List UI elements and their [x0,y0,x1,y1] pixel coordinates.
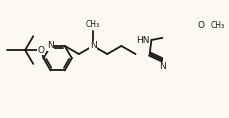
Text: HN: HN [136,36,149,44]
Text: N: N [47,41,54,50]
Text: N: N [158,63,165,72]
Text: N: N [89,41,96,50]
Text: CH₃: CH₃ [86,20,100,29]
Text: CH₃: CH₃ [210,21,224,30]
Text: O: O [38,46,45,55]
Text: O: O [196,21,204,30]
